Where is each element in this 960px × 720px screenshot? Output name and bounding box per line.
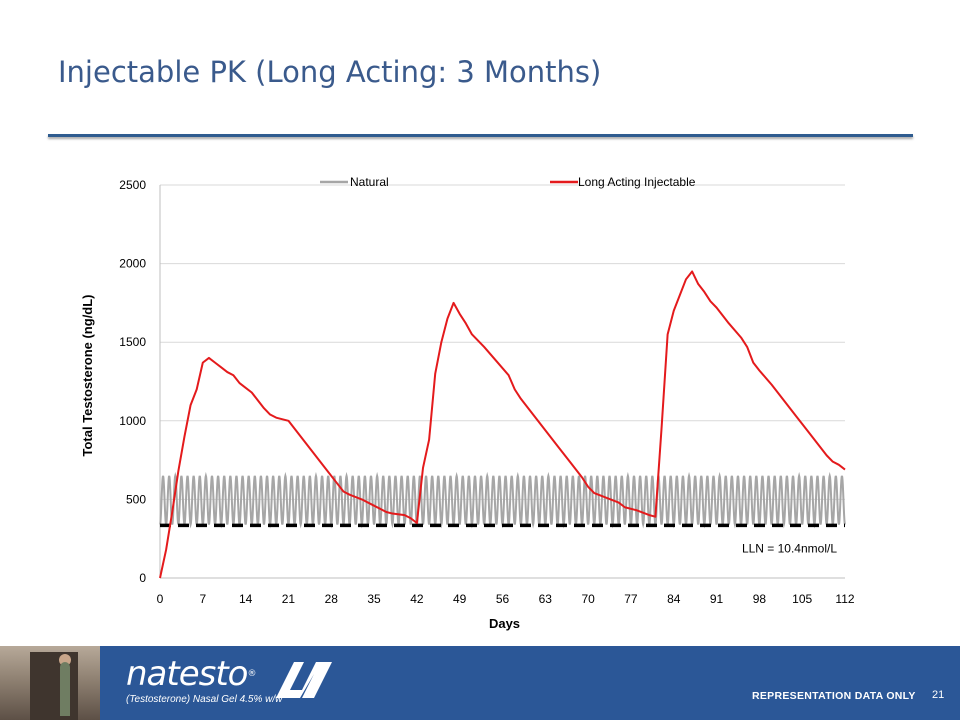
footer-bar: natesto® (Testosterone) Nasal Gel 4.5% w… [0,646,960,720]
footer-photo [0,646,100,720]
y-axis-title: Total Testosterone (ng/dL) [80,294,95,456]
x-tick-label: 105 [792,592,812,606]
series-natural-line [159,471,846,529]
x-tick-label: 42 [410,592,424,606]
photo-doorway [30,652,78,720]
y-tick-label: 0 [139,571,146,585]
x-tick-label: 98 [753,592,767,606]
y-tick-label: 500 [126,492,146,506]
x-tick-label: 70 [581,592,595,606]
page-number: 21 [932,689,945,701]
x-tick-label: 14 [239,592,253,606]
logo-wordmark: natesto [126,654,248,694]
x-axis-title: Days [489,616,520,631]
title-divider [48,134,913,137]
logo-subtitle: (Testosterone) Nasal Gel 4.5% w/w [126,694,283,705]
x-tick-label: 7 [199,592,206,606]
legend-injectable-label: Long Acting Injectable [578,175,696,189]
x-tick-label: 112 [835,592,854,606]
x-tick-label: 84 [667,592,681,606]
series-injectable-line [159,270,846,579]
natesto-logo: natesto® (Testosterone) Nasal Gel 4.5% w… [126,656,282,705]
nasal-logo-icon [276,662,332,698]
x-tick-label: 63 [539,592,553,606]
photo-person [60,662,70,716]
pk-line-chart: 0 500 1000 1500 2000 2500 0 7 14 21 28 35 42 49 56 63 70… [80,175,855,631]
x-tick-label: 28 [325,592,339,606]
logo-registered-mark: ® [247,669,256,679]
x-tick-label: 77 [624,592,638,606]
legend-natural-label: Natural [350,175,389,189]
x-tick-label: 91 [710,592,724,606]
y-tick-label: 1500 [119,335,146,349]
representation-disclaimer: REPRESENTATION DATA ONLY [752,690,916,702]
y-tick-label: 2500 [119,178,146,192]
x-tick-label: 21 [282,592,296,606]
lln-reference-label: LLN = 10.4nmol/L [742,541,837,555]
y-tick-label: 1000 [119,414,146,428]
x-tick-label: 0 [157,592,164,606]
y-tick-label: 2000 [119,257,146,271]
slide-title: Injectable PK (Long Acting: 3 Months) [58,55,602,89]
x-tick-label: 49 [453,592,467,606]
x-tick-label: 56 [496,592,510,606]
x-tick-label: 35 [367,592,381,606]
